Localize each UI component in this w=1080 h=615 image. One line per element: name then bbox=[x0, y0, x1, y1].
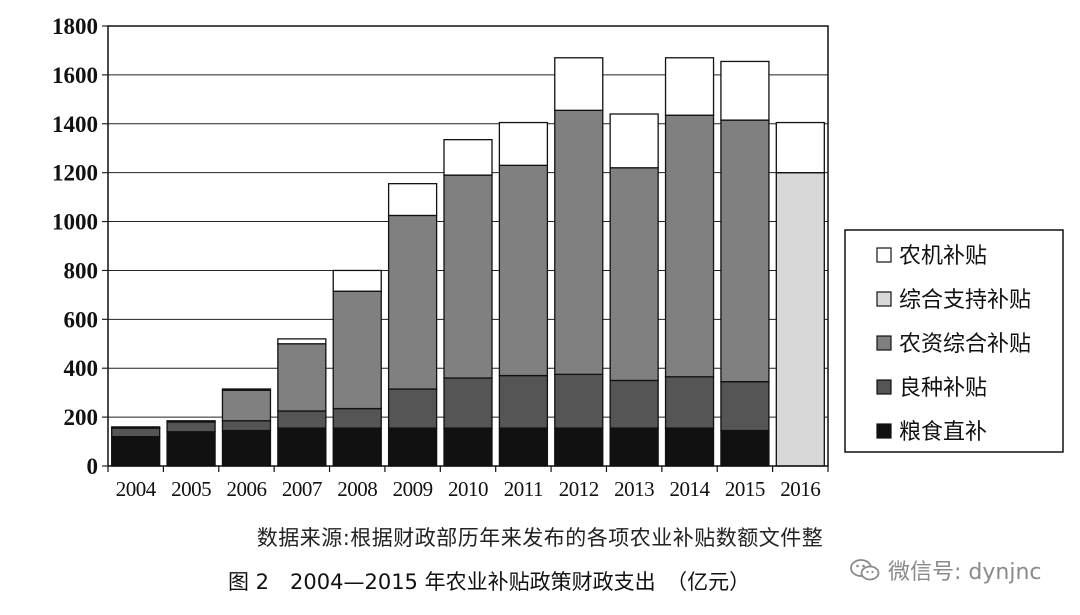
bar-2013-series-4 bbox=[609, 113, 659, 169]
bar-2010-series-2 bbox=[443, 174, 493, 379]
bar-2011-series-1 bbox=[498, 374, 549, 429]
x-tick-label: 2005 bbox=[171, 477, 211, 501]
x-tick-label: 2004 bbox=[116, 477, 157, 501]
legend-label: 良种补贴 bbox=[899, 376, 987, 401]
bar-2012-series-0 bbox=[554, 427, 604, 467]
bar-2011-series-2 bbox=[498, 164, 549, 377]
x-tick-label: 2013 bbox=[614, 477, 654, 501]
bar-2010-series-0 bbox=[443, 427, 493, 467]
bar-2015-series-0 bbox=[720, 429, 770, 467]
y-tick-label: 1600 bbox=[52, 63, 98, 88]
bar-2006-series-2 bbox=[221, 389, 272, 422]
bar-2012-series-2 bbox=[554, 109, 604, 375]
legend-swatch bbox=[876, 291, 892, 307]
watermark-text: 微信号: dynjnc bbox=[888, 560, 1042, 585]
y-tick-label: 600 bbox=[64, 307, 99, 332]
bar-2008-series-2 bbox=[332, 290, 382, 410]
bar-2016-series-4 bbox=[775, 121, 825, 174]
legend-label: 农机补贴 bbox=[899, 244, 987, 269]
bar-2004-series-4 bbox=[111, 426, 161, 429]
x-tick-label: 2011 bbox=[504, 477, 543, 501]
x-axis-ticks: 2004 2005 2006 2007 2008 2009 2010 2011 2012 2013… bbox=[107, 466, 829, 501]
bar-2005-series-1 bbox=[166, 421, 216, 433]
x-tick-label: 2012 bbox=[559, 477, 599, 501]
bar-2015-series-2 bbox=[720, 119, 770, 383]
bar-2007-series-2 bbox=[277, 343, 327, 412]
y-tick-label: 1200 bbox=[52, 161, 98, 186]
bar-2011-series-0 bbox=[498, 427, 549, 467]
x-tick-label: 2009 bbox=[393, 477, 433, 501]
bar-2012-series-1 bbox=[554, 373, 604, 429]
bar-2008-series-4 bbox=[332, 269, 382, 292]
bar-2004-series-1 bbox=[111, 427, 161, 438]
source-note: 数据来源:根据财政部历年来发布的各项农业补贴数额文件整 bbox=[256, 526, 824, 550]
bar-2007-series-1 bbox=[277, 410, 327, 429]
bar-2005-series-4 bbox=[166, 420, 216, 423]
legend-swatch bbox=[876, 247, 892, 263]
x-tick-label: 2016 bbox=[780, 477, 820, 501]
bar-2014-series-0 bbox=[664, 427, 715, 467]
y-tick-label: 400 bbox=[64, 356, 99, 381]
y-tick-label: 800 bbox=[64, 258, 99, 283]
bar-2013-series-2 bbox=[609, 167, 659, 382]
bar-2005-series-0 bbox=[166, 431, 216, 467]
y-tick-label: 1000 bbox=[52, 210, 98, 235]
bar-2006-series-1 bbox=[221, 420, 272, 432]
x-tick-label: 2008 bbox=[337, 477, 377, 501]
y-tick-label: 1400 bbox=[52, 112, 98, 137]
legend-swatch bbox=[876, 423, 892, 439]
bar-2014-series-1 bbox=[664, 376, 715, 429]
plot-border bbox=[107, 25, 829, 467]
bar-2014-series-4 bbox=[664, 57, 715, 116]
bar-2014-series-2 bbox=[664, 114, 715, 378]
bar-2010-series-4 bbox=[443, 139, 493, 176]
legend-swatch bbox=[876, 379, 892, 395]
bar-2013-series-0 bbox=[609, 427, 659, 467]
plot-frame bbox=[107, 25, 829, 467]
y-tick-label: 200 bbox=[64, 405, 99, 430]
y-axis-ticks: 0 200 400 600 800 1000 1200 1400 1600 1800 bbox=[52, 14, 108, 479]
bar-2009-series-4 bbox=[387, 183, 438, 217]
bar-2004-series-0 bbox=[111, 436, 161, 467]
legend-label: 综合支持补贴 bbox=[899, 288, 1031, 313]
bar-2008-series-1 bbox=[332, 407, 382, 429]
bar-2007-series-0 bbox=[277, 427, 327, 467]
bar-2006-series-0 bbox=[221, 429, 272, 467]
legend-label: 农资综合补贴 bbox=[899, 332, 1031, 357]
bar-2009-series-0 bbox=[387, 427, 438, 467]
bar-2015-series-4 bbox=[720, 60, 770, 121]
figure-caption: 图 2 2004—2015 年农业补贴政策财政支出 （亿元） bbox=[228, 570, 751, 594]
legend-label: 粮食直补 bbox=[899, 420, 987, 445]
bar-2016-series-3 bbox=[775, 172, 825, 467]
bar-2008-series-0 bbox=[332, 427, 382, 467]
bar-2006-series-4 bbox=[221, 388, 272, 391]
bar-2007-series-4 bbox=[277, 338, 327, 345]
bar-2011-series-4 bbox=[498, 121, 549, 166]
bar-2013-series-1 bbox=[609, 379, 659, 429]
x-tick-label: 2015 bbox=[725, 477, 765, 501]
x-tick-label: 2010 bbox=[448, 477, 488, 501]
y-tick-label: 1800 bbox=[52, 14, 98, 39]
bar-2009-series-1 bbox=[387, 388, 438, 429]
y-tick-label: 0 bbox=[87, 454, 99, 479]
x-tick-label: 2007 bbox=[282, 477, 322, 501]
x-tick-label: 2006 bbox=[226, 477, 266, 501]
watermark: 微信号: dynjnc bbox=[850, 554, 1042, 586]
legend-swatch bbox=[876, 335, 892, 351]
bar-2009-series-2 bbox=[387, 214, 438, 390]
wechat-icon bbox=[850, 559, 880, 581]
bars bbox=[111, 57, 825, 467]
bar-2015-series-1 bbox=[720, 381, 770, 432]
x-tick-label: 2014 bbox=[670, 477, 711, 501]
bar-2012-series-4 bbox=[554, 57, 604, 111]
bar-2010-series-1 bbox=[443, 377, 493, 429]
